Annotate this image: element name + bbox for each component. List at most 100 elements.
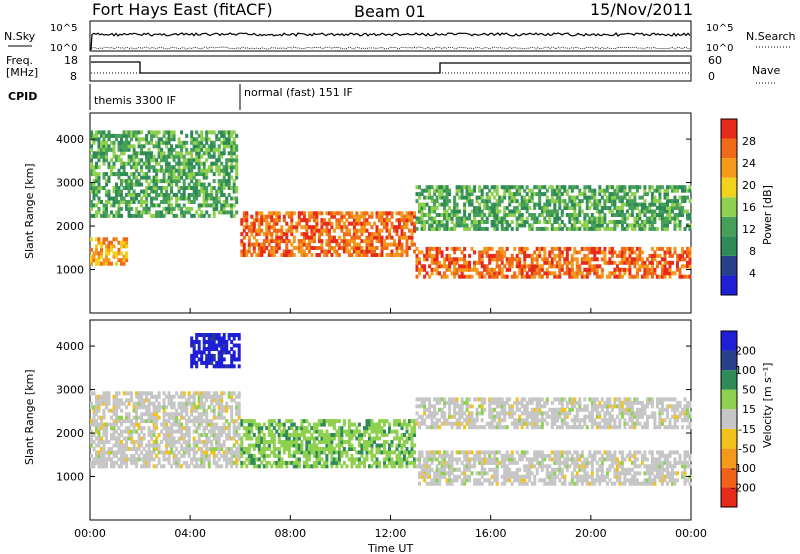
heatmap-cell-1-2 — [312, 429, 316, 434]
heatmap-cell-0-3 — [548, 260, 552, 265]
heatmap-cell-0-1 — [132, 172, 136, 177]
heatmap-cell-1-2 — [267, 429, 271, 434]
heatmap-cell-0-1 — [217, 130, 221, 135]
heatmap-cell-0-1 — [130, 144, 134, 149]
heatmap-cell-0-4 — [585, 195, 589, 200]
heatmap-cell-1-3 — [445, 464, 449, 469]
heatmap-cell-0-3 — [550, 246, 554, 251]
heatmap-cell-0-3 — [495, 274, 499, 279]
heatmap-cell-0-4 — [533, 206, 537, 210]
heatmap-cell-1-2 — [342, 440, 346, 444]
heatmap-cell-0-3 — [495, 250, 499, 255]
heatmap-cell-0-1 — [142, 144, 146, 149]
heatmap-cell-1-2 — [327, 443, 331, 448]
heatmap-cell-0-4 — [673, 216, 677, 221]
heatmap-cell-0-3 — [515, 264, 519, 269]
heatmap-cell-0-2 — [368, 221, 371, 226]
heatmap-cell-0-1 — [195, 172, 199, 177]
heatmap-cell-1-3 — [420, 450, 424, 455]
heatmap-cell-1-2 — [305, 440, 309, 444]
heatmap-cell-1-2 — [383, 429, 386, 434]
heatmap-cell-0-4 — [498, 216, 502, 221]
heatmap-cell-0-4 — [515, 216, 519, 221]
heatmap-cell-0-4 — [510, 213, 514, 217]
heatmap-cell-1-0 — [100, 453, 103, 458]
heatmap-cell-0-4 — [508, 185, 512, 190]
heatmap-cell-1-0 — [200, 460, 204, 465]
heatmap-cell-0-3 — [573, 250, 577, 255]
heatmap-cell-0-3 — [415, 257, 419, 262]
heatmap-cell-1-0 — [187, 447, 191, 451]
heatmap-cell-1-0 — [185, 433, 189, 437]
heatmap-cell-0-2 — [242, 235, 246, 240]
heatmap-cell-1-1 — [212, 343, 216, 348]
heatmap-cell-0-2 — [370, 214, 374, 219]
heatmap-cell-0-2 — [317, 235, 321, 240]
heatmap-cell-0-4 — [603, 220, 607, 224]
heatmap-cell-0-4 — [610, 199, 614, 204]
heatmap-cell-1-2 — [277, 453, 281, 458]
heatmap-cell-0-4 — [655, 213, 659, 217]
heatmap-cell-0-2 — [380, 218, 384, 223]
heatmap-cell-0-2 — [285, 239, 289, 244]
heatmap-cell-0-4 — [593, 226, 597, 231]
heatmap-cell-0-4 — [463, 202, 467, 207]
heatmap-cell-0-1 — [162, 154, 166, 159]
heatmap-cell-0-2 — [393, 242, 396, 247]
heatmap-cell-0-1 — [105, 182, 108, 187]
heatmap-cell-1-0 — [127, 419, 131, 424]
heatmap-cell-0-1 — [157, 168, 161, 173]
heatmap-cell-1-0 — [177, 405, 181, 410]
heatmap-cell-0-4 — [493, 195, 497, 200]
heatmap-cell-0-2 — [335, 253, 339, 257]
heatmap-cell-1-2 — [250, 443, 254, 448]
heatmap-cell-0-4 — [595, 220, 599, 224]
heatmap-cell-1-0 — [102, 401, 106, 406]
heatmap-cell-1-0 — [147, 457, 151, 462]
heatmap-cell-0-3 — [635, 267, 639, 272]
heatmap-cell-0-3 — [671, 260, 674, 265]
heatmap-cell-0-2 — [327, 249, 331, 254]
heatmap-cell-0-1 — [120, 140, 123, 145]
heatmap-cell-0-1 — [117, 186, 121, 190]
heatmap-cell-0-3 — [508, 267, 512, 272]
heatmap-cell-0-1 — [102, 203, 106, 208]
heatmap-cell-0-1 — [230, 130, 234, 135]
heatmap-cell-0-4 — [640, 226, 644, 231]
heatmap-cell-1-0 — [117, 426, 121, 431]
heatmap-cell-1-0 — [185, 401, 189, 406]
heatmap-cell-1-2 — [337, 433, 341, 437]
heatmap-cell-1-0 — [202, 412, 206, 417]
heatmap-cell-1-2 — [305, 464, 309, 469]
heatmap-cell-0-3 — [428, 250, 432, 255]
heatmap-cell-0-1 — [165, 165, 169, 170]
heatmap-cell-0-4 — [445, 195, 449, 200]
heatmap-cell-1-0 — [140, 398, 144, 403]
heatmap-cell-0-3 — [565, 257, 569, 262]
heatmap-cell-1-2 — [270, 436, 274, 441]
heatmap-cell-1-0 — [175, 415, 179, 420]
heatmap-cell-1-0 — [137, 415, 141, 420]
heatmap-cell-0-2 — [363, 249, 366, 254]
heatmap-cell-0-3 — [613, 271, 617, 276]
heatmap-cell-1-0 — [175, 391, 179, 396]
heatmap-cell-0-2 — [405, 211, 409, 216]
heatmap-cell-0-3 — [465, 274, 469, 279]
heatmap-cell-1-0 — [135, 391, 139, 396]
heatmap-cell-0-2 — [252, 221, 256, 226]
heatmap-cell-0-4 — [573, 202, 577, 207]
heatmap-cell-0-4 — [676, 223, 679, 228]
heatmap-cell-0-3 — [658, 274, 662, 279]
heatmap-cell-1-0 — [147, 450, 151, 455]
heatmap-cell-1-2 — [342, 450, 346, 455]
heatmap-cell-0-3 — [508, 257, 512, 262]
heatmap-cell-0-2 — [332, 249, 336, 254]
heatmap-cell-0-2 — [270, 218, 274, 223]
heatmap-cell-0-1 — [227, 186, 231, 190]
heatmap-cell-0-2 — [345, 249, 349, 254]
heatmap-cell-0-1 — [137, 182, 141, 187]
heatmap-cell-1-0 — [172, 401, 176, 406]
heatmap-cell-0-4 — [686, 223, 689, 228]
heatmap-cell-1-2 — [260, 440, 264, 444]
heatmap-cell-0-3 — [585, 274, 589, 279]
